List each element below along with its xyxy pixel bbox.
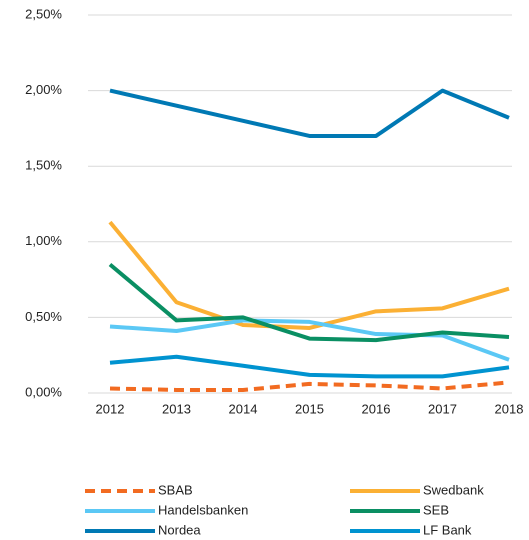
series-line — [109, 318, 510, 362]
x-tick-label: 2018 — [495, 401, 524, 416]
x-tick-label: 2016 — [362, 401, 391, 416]
legend-label: Swedbank — [423, 482, 484, 497]
x-tick-label: 2015 — [295, 401, 324, 416]
x-tick-label: 2017 — [428, 401, 457, 416]
series-line — [109, 88, 510, 138]
series-line — [108, 220, 510, 330]
y-tick-label: 1,00% — [25, 233, 62, 248]
y-tick-label: 0,00% — [25, 384, 62, 399]
x-tick-label: 2012 — [96, 401, 125, 416]
x-tick-label: 2013 — [162, 401, 191, 416]
y-tick-label: 2,50% — [25, 6, 62, 21]
y-tick-label: 2,00% — [25, 82, 62, 97]
legend-label: Handelsbanken — [158, 502, 248, 517]
legend-label: Nordea — [158, 522, 201, 537]
y-tick-label: 0,50% — [25, 309, 62, 324]
series-line — [109, 354, 510, 379]
series-line — [108, 262, 510, 343]
y-tick-label: 1,50% — [25, 158, 62, 173]
legend-label: SEB — [423, 502, 449, 517]
series-line — [109, 380, 510, 392]
legend-label: LF Bank — [423, 522, 472, 537]
x-tick-label: 2014 — [229, 401, 258, 416]
legend-label: SBAB — [158, 482, 193, 497]
